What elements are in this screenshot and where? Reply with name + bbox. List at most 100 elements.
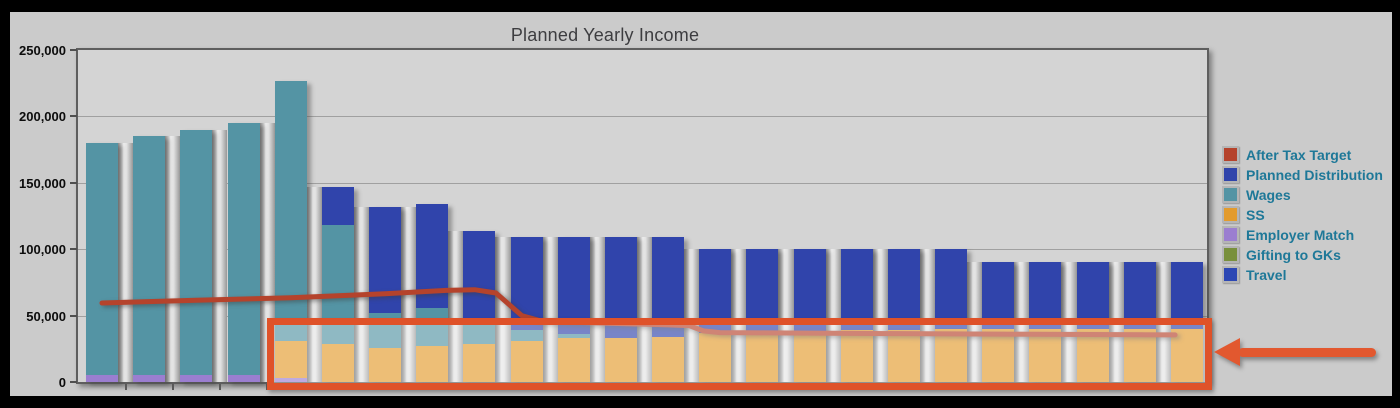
bar-segment-ss [982,328,1015,382]
bar-segment-planned_distribution [1123,262,1156,329]
bar[interactable] [746,249,779,382]
legend-item-wages[interactable]: Wages [1222,186,1383,203]
bar[interactable] [887,249,920,382]
bar-segment-planned_distribution [746,249,779,332]
bar-segment-wages [416,307,449,347]
bar-segment-ss [274,340,307,379]
bar-segment-ss [1170,328,1203,382]
bar-segment-ss [1076,328,1109,382]
bar-segment-planned_distribution [793,249,826,332]
bar[interactable] [227,123,260,382]
legend-swatch-icon [1222,146,1239,163]
bar-segment-employer_match [227,375,260,382]
bar[interactable] [935,249,968,382]
bar-segment-wages [510,330,543,341]
legend-item-employer-match[interactable]: Employer Match [1222,226,1383,243]
bar-gap-highlight [778,249,794,382]
bar-gap-highlight [542,237,558,382]
bar[interactable] [463,231,496,382]
bar-segment-planned_distribution [935,249,968,329]
legend-item-after-tax-target[interactable]: After Tax Target [1222,146,1383,163]
legend-label: Wages [1246,186,1291,203]
legend: After Tax Target Planned Distribution Wage… [1222,146,1383,286]
legend-label: SS [1246,206,1265,223]
bar-segment-planned_distribution [887,249,920,331]
bar-segment-ss [840,330,873,382]
bar-segment-planned_distribution [321,187,354,226]
bar-gap-highlight [589,237,605,382]
bar-gap-highlight [448,230,464,382]
bar-segment-planned_distribution [1029,262,1062,329]
chart-title: Planned Yearly Income [510,25,700,45]
legend-label: Planned Distribution [1246,166,1383,183]
bar-segment-ss [416,346,449,382]
y-axis-label: 100,000 [19,242,66,258]
bar[interactable] [557,237,590,382]
legend-item-ss[interactable]: SS [1222,206,1383,223]
bar[interactable] [793,249,826,382]
bar-segment-ss [746,331,779,382]
bar-segment-ss [604,338,637,382]
bar-segment-ss [1029,328,1062,382]
legend-item-gifting-to-gks[interactable]: Gifting to GKs [1222,246,1383,263]
bar-segment-wages [227,123,260,376]
bar-segment-employer_match [133,375,166,382]
bar-gap-highlight [259,123,275,382]
legend-item-travel[interactable]: Travel [1222,266,1383,283]
bar-gap-highlight [636,237,653,382]
bar[interactable] [510,237,543,382]
bar-segment-ss [793,331,826,382]
bar-gap-highlight [731,249,747,382]
y-axis-label: 200,000 [19,109,66,125]
y-axis-tick [70,314,77,317]
legend-swatch-icon [1222,246,1239,263]
legend-swatch-icon [1222,166,1239,183]
x-axis-tick [171,384,174,390]
bar[interactable] [1076,262,1109,382]
bar[interactable] [86,143,118,382]
bar-segment-planned_distribution [840,249,873,331]
bar-gap-highlight [919,249,936,382]
gridline [78,182,1207,184]
bar[interactable] [982,262,1015,382]
arrow-head-icon [1214,338,1240,366]
bar-segment-wages [133,136,166,376]
bar-segment-wages [180,130,213,376]
bar-gap-highlight [872,249,888,382]
legend-item-planned-distribution[interactable]: Planned Distribution [1222,166,1383,183]
y-axis-tick [70,381,77,383]
bar[interactable] [699,249,732,382]
legend-swatch-icon [1222,186,1239,203]
bar-segment-planned_distribution [463,231,496,319]
y-axis-label: 150,000 [19,175,66,191]
bar-segment-employer_match [274,378,307,382]
bar-gap-highlight [684,249,700,382]
bar-segment-ss [321,343,354,382]
bar[interactable] [180,130,213,382]
x-axis-tick [218,384,221,390]
bar-gap-highlight [165,136,181,382]
y-axis-tick [70,248,77,251]
legend-label: Employer Match [1246,226,1355,243]
legend-label: Gifting to GKs [1246,246,1341,263]
legend-swatch-icon [1222,206,1239,223]
bar-segment-wages [86,143,118,376]
bar-segment-ss [1123,328,1156,382]
legend-label: Travel [1246,266,1287,283]
bar[interactable] [840,249,873,382]
y-axis-label: 250,000 [19,43,66,58]
y-axis-tick [70,181,77,184]
bar-segment-ss [699,332,732,382]
bar-segment-wages [557,334,590,339]
bar-gap-highlight [212,129,228,382]
bar[interactable] [133,136,166,382]
bar-segment-ss [935,328,968,382]
bar-segment-ss [652,336,685,382]
bar-segment-ss [887,330,920,382]
bar-segment-ss [557,338,590,382]
bar[interactable] [1029,262,1062,382]
bar[interactable] [1123,262,1156,382]
bar[interactable] [1170,262,1203,382]
bar-segment-ss [463,343,496,382]
